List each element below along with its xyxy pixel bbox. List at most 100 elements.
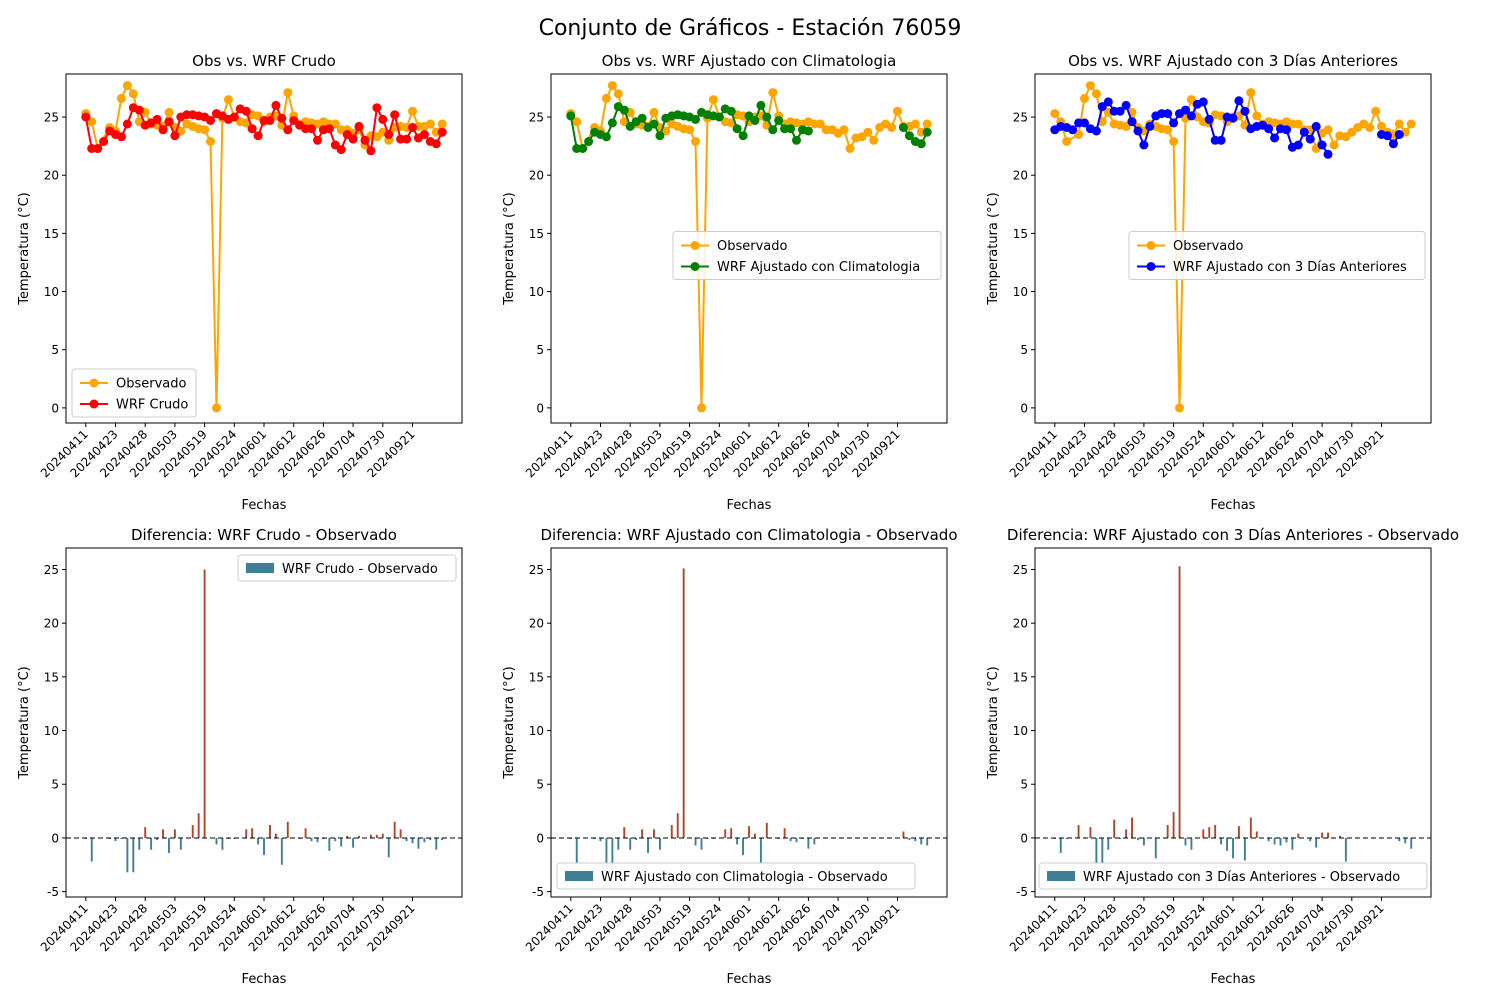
data-point — [81, 112, 91, 122]
legend-box — [672, 231, 942, 280]
bar — [753, 833, 756, 838]
legend-box — [1128, 231, 1426, 280]
data-point — [164, 117, 174, 127]
data-point — [384, 130, 394, 139]
bar — [575, 837, 578, 863]
bar — [286, 821, 289, 838]
y-tick-label: -5 — [1016, 885, 1028, 899]
y-tick-label: 0 — [1020, 401, 1028, 415]
data-point — [916, 139, 926, 149]
bar — [340, 837, 343, 847]
data-point — [1204, 114, 1214, 124]
data-point — [691, 114, 700, 124]
data-point — [122, 81, 132, 91]
bar — [1279, 837, 1282, 846]
data-point — [170, 131, 180, 141]
bar — [694, 837, 697, 846]
data-point — [815, 119, 825, 129]
bar — [108, 837, 111, 840]
data-point — [726, 106, 736, 116]
bar — [156, 837, 159, 841]
data-point — [1323, 149, 1333, 159]
data-point — [1252, 111, 1262, 121]
bar — [1273, 837, 1276, 845]
bar — [375, 834, 378, 838]
bar — [387, 837, 390, 858]
legend-swatch — [246, 563, 274, 573]
y-tick-label: 10 — [1013, 724, 1028, 738]
data-point — [164, 107, 174, 117]
data-point — [1080, 118, 1089, 128]
bar — [700, 837, 703, 850]
legend-marker — [89, 378, 99, 388]
x-axis-label: Fechas — [727, 972, 772, 987]
data-point — [378, 114, 388, 124]
bar — [1190, 837, 1193, 850]
data-point — [206, 137, 215, 146]
data-point — [1121, 100, 1131, 110]
bar — [653, 829, 655, 838]
data-point — [1388, 139, 1398, 149]
data-point — [792, 135, 801, 145]
y-tick-label: 15 — [529, 670, 544, 684]
axes-frame — [65, 547, 463, 898]
data-point — [1329, 140, 1339, 150]
bar — [429, 837, 432, 841]
legend: Observado WRF Ajustado con Climatologia — [672, 231, 942, 280]
axes-frame — [1034, 547, 1432, 898]
data-point — [887, 123, 897, 132]
y-tick-label: 5 — [51, 778, 59, 792]
y-tick-label: 25 — [44, 111, 59, 125]
bar — [191, 825, 194, 838]
y-tick-label: 10 — [1013, 285, 1028, 299]
chart-panel-4: Diferencia: WRF Crudo - Observado -5 0 5 10 1… — [17, 526, 463, 987]
y-tick-label: 25 — [529, 563, 544, 577]
bar — [1089, 827, 1092, 838]
data-point — [1145, 121, 1155, 131]
bar — [1125, 829, 1128, 838]
bar — [215, 837, 218, 845]
data-point — [1050, 109, 1060, 119]
legend-label: WRF Crudo — [116, 398, 188, 413]
legend-marker — [89, 399, 99, 409]
data-point — [128, 89, 138, 99]
bar — [801, 837, 804, 840]
data-point — [1175, 403, 1184, 413]
data-point — [1068, 125, 1078, 135]
bar — [1327, 832, 1329, 838]
data-point — [1365, 123, 1375, 132]
axes-frame — [65, 73, 463, 424]
data-point — [1216, 135, 1226, 145]
data-point — [1133, 126, 1143, 136]
data-point — [271, 100, 281, 110]
data-point — [212, 403, 221, 413]
y-tick-label: 5 — [536, 343, 544, 357]
bar — [423, 837, 426, 843]
bar — [358, 835, 360, 838]
data-point — [134, 105, 144, 115]
bar — [926, 837, 929, 846]
y-tick-label: 20 — [529, 617, 544, 631]
legend-box — [556, 862, 916, 890]
bar — [245, 829, 248, 838]
bar — [1095, 837, 1098, 864]
legend-label: WRF Ajustado con 3 Días Anteriores — [1173, 260, 1407, 275]
data-point — [756, 100, 766, 110]
y-tick-label: 5 — [1020, 778, 1028, 792]
legend-swatch — [565, 871, 593, 881]
bar — [807, 837, 810, 849]
bar — [399, 829, 402, 838]
data-point — [1270, 133, 1280, 143]
bar — [712, 837, 715, 840]
data-point — [1085, 81, 1095, 91]
bar — [670, 825, 673, 838]
bar — [280, 837, 283, 865]
bar — [1154, 837, 1157, 859]
data-point — [229, 112, 239, 122]
y-axis-label: Temperatura (°C) — [502, 666, 517, 779]
y-tick-label: 25 — [1013, 563, 1028, 577]
bar — [1398, 837, 1401, 842]
data-point — [283, 88, 293, 98]
bar — [617, 837, 620, 850]
data-point — [1317, 140, 1327, 150]
